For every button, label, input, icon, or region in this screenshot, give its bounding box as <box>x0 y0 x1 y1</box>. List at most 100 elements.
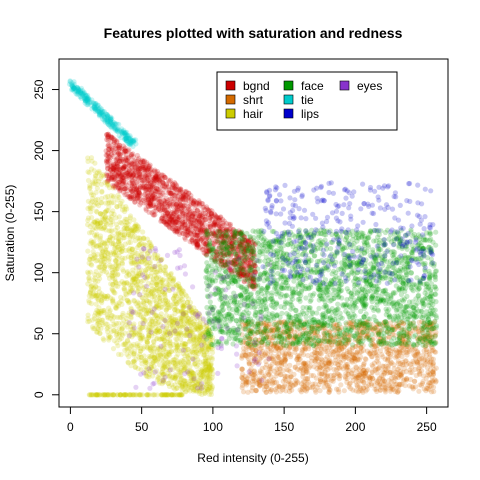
bgnd-point <box>239 255 245 261</box>
bgnd-point <box>163 195 170 202</box>
hair-point <box>125 359 131 365</box>
bgnd-point <box>214 249 220 255</box>
shrt-point <box>326 389 332 395</box>
hair-point <box>151 348 157 354</box>
data-points <box>66 78 440 398</box>
bgnd-point <box>103 158 109 164</box>
shrt-point <box>373 378 379 384</box>
bgnd-point <box>106 175 112 181</box>
hair-point <box>172 291 178 297</box>
shrt-point <box>416 388 422 394</box>
bgnd-point <box>139 164 145 170</box>
hair-point <box>88 209 94 215</box>
bgnd-point <box>177 191 183 197</box>
bgnd-point <box>222 259 228 265</box>
hair-point <box>110 185 116 191</box>
bgnd-point <box>124 160 130 166</box>
bgnd-point <box>138 165 144 171</box>
bgnd-point <box>199 222 205 228</box>
bgnd-point <box>213 252 219 258</box>
bgnd-point <box>156 187 162 193</box>
bgnd-point <box>165 219 171 225</box>
hair-point <box>108 222 114 228</box>
bgnd-point <box>182 213 188 220</box>
bgnd-point <box>150 193 156 199</box>
hair-point <box>147 299 153 305</box>
shrt-point <box>362 370 369 376</box>
bgnd-point <box>169 218 175 224</box>
bgnd-point <box>168 190 174 196</box>
bgnd-point <box>118 173 125 179</box>
bgnd-point <box>167 201 173 207</box>
bgnd-point <box>171 210 177 216</box>
bgnd-point <box>229 240 235 246</box>
bgnd-point <box>171 224 177 230</box>
bgnd-point <box>168 217 174 223</box>
hair-point <box>177 315 183 321</box>
bgnd-point <box>144 200 150 207</box>
hair-point <box>85 169 91 175</box>
shrt-point <box>287 362 293 368</box>
bgnd-point <box>156 171 162 177</box>
bgnd-point <box>162 183 168 189</box>
hair-point <box>103 294 109 300</box>
bgnd-point <box>122 163 128 170</box>
bgnd-point <box>187 207 193 213</box>
bgnd-point <box>201 250 207 256</box>
shrt-point <box>363 356 369 362</box>
bgnd-point <box>170 219 176 225</box>
bgnd-point <box>132 199 138 205</box>
bgnd-point <box>117 145 123 152</box>
bgnd-point <box>136 155 142 161</box>
face-point <box>372 325 378 331</box>
hair-point <box>126 354 132 360</box>
bgnd-point <box>172 185 178 191</box>
hair-point <box>114 231 120 237</box>
bgnd-point <box>167 217 173 223</box>
hair-point <box>113 258 119 264</box>
bgnd-point <box>229 235 235 241</box>
hair-point <box>155 274 161 280</box>
hair-point <box>94 170 100 176</box>
bgnd-point <box>191 198 197 204</box>
hair-point <box>133 221 139 227</box>
hair-point <box>209 374 215 381</box>
shrt-point <box>358 386 364 392</box>
hair-point <box>173 336 179 342</box>
shrt-point <box>367 376 373 382</box>
shrt-point <box>353 356 359 362</box>
shrt-point <box>418 382 424 388</box>
hair-point <box>162 297 169 303</box>
bgnd-point <box>190 220 196 227</box>
bgnd-point <box>198 225 204 231</box>
bgnd-point <box>217 217 223 223</box>
bgnd-point <box>190 200 196 206</box>
shrt-point <box>395 366 401 372</box>
bgnd-point <box>176 227 182 233</box>
hair-point <box>88 261 94 267</box>
bgnd-point <box>171 180 178 186</box>
bgnd-point <box>235 247 241 253</box>
bgnd-point <box>192 215 198 221</box>
bgnd-point <box>177 189 183 195</box>
hair-point <box>124 392 130 398</box>
bgnd-point <box>174 196 180 203</box>
bgnd-point <box>212 233 218 239</box>
bgnd-point <box>174 207 181 214</box>
bgnd-point <box>110 165 116 171</box>
bgnd-point <box>196 199 202 205</box>
bgnd-point <box>153 185 159 192</box>
hair-point <box>85 316 91 322</box>
hair-point <box>100 336 106 342</box>
bgnd-point <box>129 170 135 176</box>
hair-point <box>86 276 92 282</box>
bgnd-point <box>179 203 186 209</box>
bgnd-point <box>129 161 135 167</box>
hair-point <box>204 375 210 381</box>
shrt-point <box>423 352 429 359</box>
bgnd-point <box>236 248 242 254</box>
bgnd-point <box>219 245 225 251</box>
hair-point <box>117 314 123 320</box>
shrt-point <box>340 366 346 372</box>
bgnd-point <box>150 202 156 208</box>
